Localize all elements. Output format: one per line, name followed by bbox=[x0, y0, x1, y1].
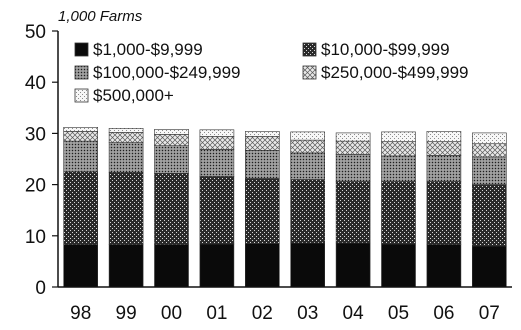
bar-05-250-000-499-999 bbox=[381, 141, 416, 157]
bar-98-100-000-249-999 bbox=[63, 140, 99, 173]
bar-98-250-000-499-999 bbox=[63, 131, 99, 142]
bar-01-10-000-99-999 bbox=[199, 176, 235, 245]
bar-01-1-000-9-999 bbox=[199, 243, 235, 288]
bar-02-100-000-249-999 bbox=[245, 150, 280, 179]
x-tick-label: 04 bbox=[343, 303, 365, 324]
bar-06-500-000 bbox=[426, 131, 462, 142]
bar-02-500-000 bbox=[245, 131, 280, 137]
bar-03-100-000-249-999 bbox=[290, 152, 326, 180]
legend-swatch-100-000-249-999 bbox=[74, 65, 89, 80]
bar-05-1-000-9-999 bbox=[381, 243, 416, 288]
bar-02-250-000-499-999 bbox=[245, 136, 280, 151]
bar-04-10-000-99-999 bbox=[335, 181, 371, 244]
bar-01-100-000-249-999 bbox=[199, 149, 235, 177]
bar-03-10-000-99-999 bbox=[290, 179, 326, 244]
bar-07-1-000-9-999 bbox=[471, 245, 507, 288]
bar-98-1-000-9-999 bbox=[63, 244, 99, 288]
bar-04-1-000-9-999 bbox=[335, 242, 371, 288]
y-axis: 0 10 20 30 40 50 bbox=[25, 22, 59, 299]
bar-03-250-000-499-999 bbox=[290, 139, 326, 154]
bar-05-100-000-249-999 bbox=[381, 155, 416, 182]
x-tick-label: 07 bbox=[479, 303, 500, 324]
x-tick-label: 03 bbox=[297, 303, 318, 324]
bar-01-500-000 bbox=[199, 129, 235, 137]
bar-04-250-000-499-999 bbox=[335, 140, 371, 155]
x-tick-label: 02 bbox=[252, 303, 273, 324]
y-tick-label: 0 bbox=[35, 278, 46, 299]
legend-swatch-10-000-99-999 bbox=[302, 42, 317, 57]
bar-99-100-000-249-999 bbox=[108, 142, 144, 173]
legend-swatch-1-000-9-999 bbox=[74, 42, 89, 57]
bar-02-1-000-9-999 bbox=[245, 243, 280, 288]
bar-03-500-000 bbox=[290, 131, 326, 141]
x-tick-label: 00 bbox=[161, 303, 182, 324]
bar-00-10-000-99-999 bbox=[154, 173, 189, 245]
bar-04-100-000-249-999 bbox=[335, 154, 371, 182]
bar-05-10-000-99-999 bbox=[381, 181, 416, 245]
legend-label-500-000: $500,000+ bbox=[93, 86, 174, 105]
bar-06-10-000-99-999 bbox=[426, 181, 462, 245]
x-tick-label: 01 bbox=[206, 303, 227, 324]
bar-07-10-000-99-999 bbox=[471, 184, 507, 247]
bar-00-500-000 bbox=[154, 129, 189, 135]
bar-00-100-000-249-999 bbox=[154, 145, 189, 174]
legend: $1,000-$9,999 $10,000-$99,999 $100,000-$24… bbox=[68, 35, 509, 105]
y-tick-label: 30 bbox=[25, 124, 46, 145]
legend-swatch-250-000-499-999 bbox=[302, 65, 317, 80]
bar-01-250-000-499-999 bbox=[199, 136, 235, 150]
bar-00-250-000-499-999 bbox=[154, 134, 189, 146]
bar-05-500-000 bbox=[381, 131, 416, 142]
bar-98-10-000-99-999 bbox=[63, 171, 99, 245]
x-axis: 98 99 00 01 02 03 04 05 06 07 bbox=[58, 286, 512, 324]
bar-06-1-000-9-999 bbox=[426, 244, 462, 288]
bar-00-1-000-9-999 bbox=[154, 244, 189, 288]
legend-background bbox=[68, 35, 509, 105]
bar-99-250-000-499-999 bbox=[108, 132, 144, 143]
bar-07-250-000-499-999 bbox=[471, 143, 507, 158]
bar-03-1-000-9-999 bbox=[290, 242, 326, 288]
legend-label-10-000-99-999: $10,000-$99,999 bbox=[321, 40, 450, 59]
legend-label-1-000-9-999: $1,000-$9,999 bbox=[93, 40, 203, 59]
x-tick-label: 05 bbox=[388, 303, 409, 324]
x-tick-label: 99 bbox=[116, 303, 137, 324]
legend-label-100-000-249-999: $100,000-$249,999 bbox=[93, 63, 240, 82]
unit-label: 1,000 Farms bbox=[58, 8, 143, 25]
bar-group bbox=[63, 127, 507, 288]
y-tick-label: 40 bbox=[25, 73, 46, 94]
x-tick-label: 98 bbox=[70, 303, 91, 324]
bar-07-100-000-249-999 bbox=[471, 156, 507, 185]
bar-99-500-000 bbox=[108, 128, 144, 133]
bar-02-10-000-99-999 bbox=[245, 178, 280, 244]
bar-06-250-000-499-999 bbox=[426, 141, 462, 156]
x-tick-label: 06 bbox=[433, 303, 454, 324]
bar-07-500-000 bbox=[471, 132, 507, 144]
legend-swatch-500-000 bbox=[74, 88, 89, 103]
y-tick-label: 20 bbox=[25, 176, 46, 197]
bar-99-10-000-99-999 bbox=[108, 172, 144, 245]
bar-04-500-000 bbox=[335, 132, 371, 142]
y-tick-label: 50 bbox=[25, 22, 46, 43]
legend-label-250-000-499-999: $250,000-$499,999 bbox=[321, 63, 468, 82]
bar-99-1-000-9-999 bbox=[108, 244, 144, 288]
y-tick-label: 10 bbox=[25, 227, 46, 248]
bar-06-100-000-249-999 bbox=[426, 155, 462, 182]
bar-98-500-000 bbox=[63, 127, 99, 132]
